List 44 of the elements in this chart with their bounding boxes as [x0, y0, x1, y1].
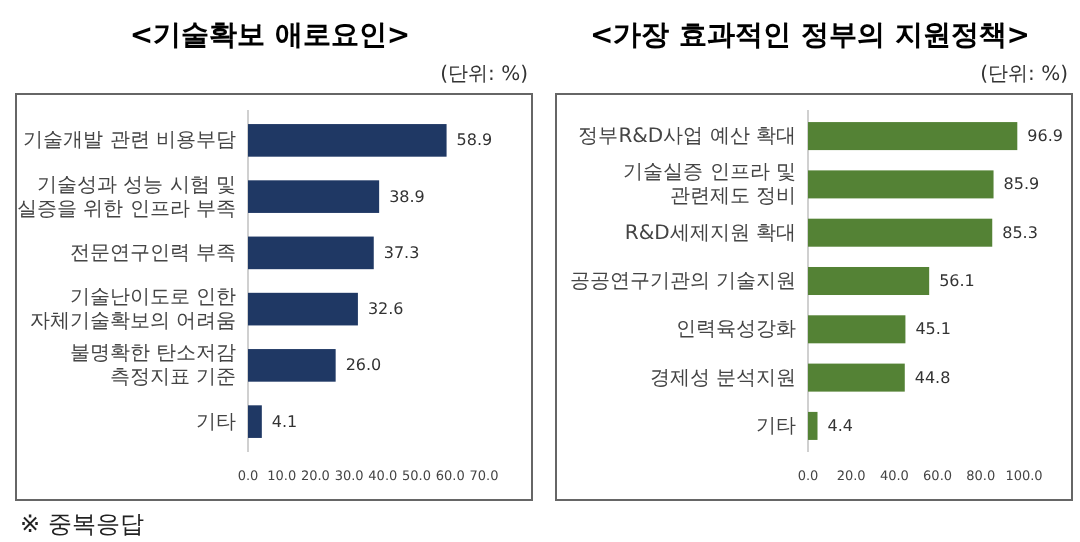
chart-subtitle: (단위: %)	[980, 64, 1069, 86]
bar	[248, 349, 336, 382]
data-label: 4.1	[271, 412, 298, 431]
text: ※ 중복응답	[20, 510, 144, 538]
chart-title: <가장 효과적인 정부의 지원정책>	[589, 20, 1031, 52]
bar	[808, 122, 1018, 151]
y-tick-label: 기술난이도로 인한 자체기술확보의 어려움	[29, 286, 236, 333]
data-label: 37.3	[383, 243, 420, 262]
y-tick-label: 기타	[196, 410, 236, 433]
bar	[248, 236, 374, 270]
y-tick-label: 인력육성강화	[676, 318, 796, 341]
y-tick-label: R&D세제지원 확대	[624, 221, 796, 244]
y-tick-label: 기술실증 인프라 및 관련제도 정비	[623, 161, 796, 208]
data-label: 85.9	[1003, 175, 1040, 194]
bar	[808, 363, 905, 392]
chart-subtitle: (단위: %)	[440, 64, 529, 86]
y-tick-label: 전문연구인력 부족	[69, 241, 236, 264]
y-tick-label: 경제성 분석지원	[649, 366, 796, 389]
data-label: 26.0	[345, 356, 382, 375]
data-label: 32.6	[367, 300, 404, 319]
data-label: 85.3	[1002, 223, 1038, 242]
bar	[248, 180, 380, 213]
y-tick-label: 기술개발 관련 비용부담	[23, 129, 236, 152]
bar	[808, 170, 994, 199]
bar	[808, 266, 930, 296]
y-tick-label: 불명확한 탄소저감 측정지표 기준	[69, 342, 236, 389]
data-label: 4.4	[827, 416, 853, 435]
y-tick-label: 공공연구기관의 기술지원	[569, 270, 796, 292]
data-label: 44.8	[914, 368, 951, 387]
bar	[248, 405, 262, 438]
y-tick-label: 기술성과 성능 시험 및 실증을 위한 인프라 부족	[16, 173, 236, 220]
bar	[808, 315, 906, 344]
data-label: 45.1	[915, 320, 952, 339]
data-label: 96.9	[1027, 127, 1063, 146]
data-label: 58.9	[456, 131, 493, 150]
data-label: 56.1	[939, 272, 975, 290]
bar	[248, 124, 447, 157]
y-tick-label: 기타	[756, 414, 796, 437]
bar	[248, 292, 358, 326]
y-tick-label: 정부R&D사업 예산 확대	[578, 125, 796, 148]
chart-title: <기술확보 애로요인>	[129, 20, 411, 52]
bar	[808, 218, 993, 247]
data-label: 38.9	[389, 187, 425, 206]
bar	[808, 411, 818, 440]
